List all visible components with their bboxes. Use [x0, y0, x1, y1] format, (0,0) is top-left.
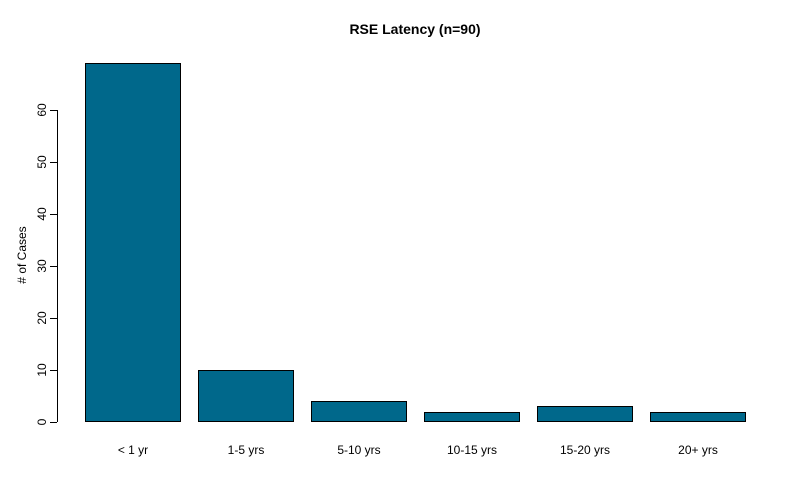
- y-axis-tick-label: 50: [35, 155, 49, 169]
- x-category-label: 15-20 yrs: [559, 443, 611, 457]
- bar: [85, 63, 181, 422]
- bar: [424, 412, 520, 422]
- y-axis-line: [57, 110, 58, 422]
- x-category-label: 10-15 yrs: [446, 443, 498, 457]
- y-axis-tick: [50, 266, 57, 267]
- y-axis-tick: [50, 110, 57, 111]
- chart-title: RSE Latency (n=90): [349, 21, 481, 37]
- x-category-label: 1-5 yrs: [227, 443, 265, 457]
- y-axis-tick-label: 30: [35, 259, 49, 273]
- y-axis-label: # of Cases: [15, 226, 29, 284]
- bar: [537, 406, 633, 422]
- y-axis-tick-label: 20: [35, 311, 49, 325]
- y-axis-tick: [50, 318, 57, 319]
- bar: [311, 401, 407, 422]
- y-axis-tick: [50, 214, 57, 215]
- y-axis-tick-label: 10: [35, 363, 49, 377]
- bar: [198, 370, 294, 422]
- y-axis-tick-label: 60: [35, 103, 49, 117]
- y-axis-tick: [50, 422, 57, 423]
- y-axis-tick-label: 40: [35, 207, 49, 221]
- y-axis-tick: [50, 162, 57, 163]
- x-category-label: 5-10 yrs: [337, 443, 381, 457]
- x-category-label: 20+ yrs: [678, 443, 718, 457]
- y-axis-tick: [50, 370, 57, 371]
- y-axis-tick-label: 0: [35, 418, 49, 426]
- x-category-label: < 1 yr: [117, 443, 149, 457]
- bar: [650, 412, 746, 422]
